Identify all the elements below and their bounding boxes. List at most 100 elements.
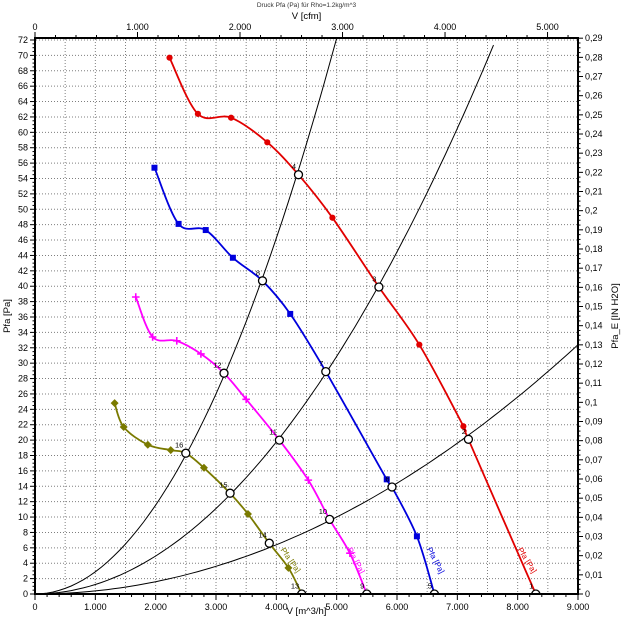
axis-ticks bbox=[30, 32, 583, 600]
operating-point-label-14: 14 bbox=[258, 531, 266, 540]
tick-label: 0 bbox=[585, 589, 590, 599]
tick-label: 48 bbox=[18, 220, 28, 230]
operating-point-label-3: 3 bbox=[372, 275, 376, 284]
data-point-marker bbox=[197, 350, 205, 358]
tick-label: 0,03 bbox=[585, 532, 603, 542]
tick-label: 0,22 bbox=[585, 167, 603, 177]
tick-label: 0,14 bbox=[585, 321, 603, 331]
tick-label: 22 bbox=[18, 420, 28, 430]
tick-label: 70 bbox=[18, 50, 28, 60]
data-point-marker bbox=[413, 533, 420, 540]
data-point-marker bbox=[243, 509, 252, 518]
tick-label: 52 bbox=[18, 189, 28, 199]
operating-point-label-1: 1 bbox=[529, 582, 533, 591]
fan-curve-1: Pfa [Pa] bbox=[166, 54, 539, 594]
data-point-marker bbox=[110, 399, 119, 408]
data-point-marker bbox=[172, 337, 181, 345]
data-point-marker bbox=[166, 54, 173, 61]
tick-label: 0,12 bbox=[585, 359, 603, 369]
operating-point-10 bbox=[324, 514, 335, 525]
data-point-marker bbox=[346, 549, 354, 558]
tick-label: 44 bbox=[18, 250, 28, 260]
tick-label: 12 bbox=[18, 497, 28, 507]
top-axis-label: V [cfm] bbox=[291, 11, 322, 22]
gridlines bbox=[36, 39, 577, 593]
operating-point-label-2: 2 bbox=[462, 427, 466, 436]
data-point-marker bbox=[194, 110, 201, 117]
data-point-marker bbox=[242, 395, 250, 404]
right-axis-label: Pfa_E [IN H2O] bbox=[610, 283, 621, 349]
tick-label: 0,07 bbox=[585, 455, 603, 465]
data-point-marker bbox=[175, 220, 182, 227]
data-point-marker bbox=[119, 423, 128, 432]
tick-label: 0,01 bbox=[585, 570, 603, 580]
data-point-marker bbox=[264, 139, 271, 146]
fan-curve-2: Pfa [Pa] bbox=[151, 164, 446, 594]
tick-label: 9.000 bbox=[567, 602, 590, 612]
operating-point-6 bbox=[387, 482, 397, 492]
tick-label: 0,05 bbox=[585, 493, 603, 503]
tick-label: 4.000 bbox=[434, 22, 457, 32]
fan-curve-3-line bbox=[134, 296, 368, 594]
tick-label: 26 bbox=[18, 389, 28, 399]
data-point-marker bbox=[166, 446, 175, 455]
tick-label: 58 bbox=[18, 143, 28, 153]
tick-label: 20 bbox=[18, 435, 28, 445]
tick-label: 0,23 bbox=[585, 148, 603, 158]
tick-label: 0,24 bbox=[585, 129, 603, 139]
tick-label: 10 bbox=[18, 512, 28, 522]
data-point-marker bbox=[304, 476, 313, 484]
tick-label: 0,11 bbox=[585, 378, 602, 388]
fan-curve-2-line bbox=[153, 167, 436, 594]
tick-label: 0,25 bbox=[585, 110, 603, 120]
operating-point-11 bbox=[274, 435, 285, 445]
operating-point-label-6: 6 bbox=[385, 475, 389, 484]
data-point-marker bbox=[329, 214, 336, 221]
tick-label: 1.000 bbox=[126, 22, 149, 32]
operating-point-label-4: 4 bbox=[292, 162, 296, 171]
tick-label: 0,17 bbox=[585, 263, 603, 273]
tick-label: 0,08 bbox=[585, 436, 603, 446]
tick-label: 42 bbox=[18, 266, 28, 276]
tick-label: 0,16 bbox=[585, 282, 603, 292]
tick-label: 40 bbox=[18, 281, 28, 291]
tick-label: 8.000 bbox=[506, 602, 529, 612]
tick-label: 50 bbox=[18, 204, 28, 214]
tick-label: 4.000 bbox=[265, 602, 288, 612]
operating-point-label-10: 10 bbox=[319, 507, 327, 516]
tick-label: 18 bbox=[18, 451, 28, 461]
tick-label: 0,04 bbox=[585, 512, 603, 522]
operating-point-7 bbox=[321, 366, 331, 377]
data-point-marker bbox=[287, 310, 294, 317]
system-curve-3 bbox=[35, 344, 578, 594]
tick-label: 24 bbox=[18, 404, 28, 414]
operating-point-8 bbox=[257, 276, 268, 286]
data-point-marker bbox=[383, 476, 390, 483]
data-point-marker bbox=[416, 341, 423, 348]
data-point-marker bbox=[151, 164, 158, 171]
tick-label: 16 bbox=[18, 466, 28, 476]
tick-label: 64 bbox=[18, 97, 28, 107]
operating-point-label-13: 13 bbox=[291, 582, 299, 591]
tick-label: 0,09 bbox=[585, 417, 603, 427]
tick-label: 8 bbox=[23, 527, 28, 537]
tick-label: 68 bbox=[18, 66, 28, 76]
operating-point-label-16: 16 bbox=[175, 441, 183, 450]
bottom-axis-label: V [m^3/h] bbox=[286, 606, 327, 617]
tick-label: 34 bbox=[18, 327, 28, 337]
tick-label: 56 bbox=[18, 158, 28, 168]
tick-label: 5.000 bbox=[536, 22, 559, 32]
tick-label: 60 bbox=[18, 127, 28, 137]
operating-point-15 bbox=[225, 488, 235, 498]
tick-label: 54 bbox=[18, 174, 28, 184]
tick-label: 66 bbox=[18, 81, 28, 91]
axis-tick-labels: 0 1.000 2.000 3.000 4.000 5.000 6.000 7.000 8.00… bbox=[18, 22, 603, 612]
operating-point-4 bbox=[293, 170, 304, 180]
tick-label: 0 bbox=[23, 589, 28, 599]
tick-label: 28 bbox=[18, 374, 28, 384]
tick-label: 0,2 bbox=[585, 206, 598, 216]
data-point-marker bbox=[460, 423, 467, 430]
fan-curve-1-label: Pfa [Pa] bbox=[516, 546, 539, 575]
